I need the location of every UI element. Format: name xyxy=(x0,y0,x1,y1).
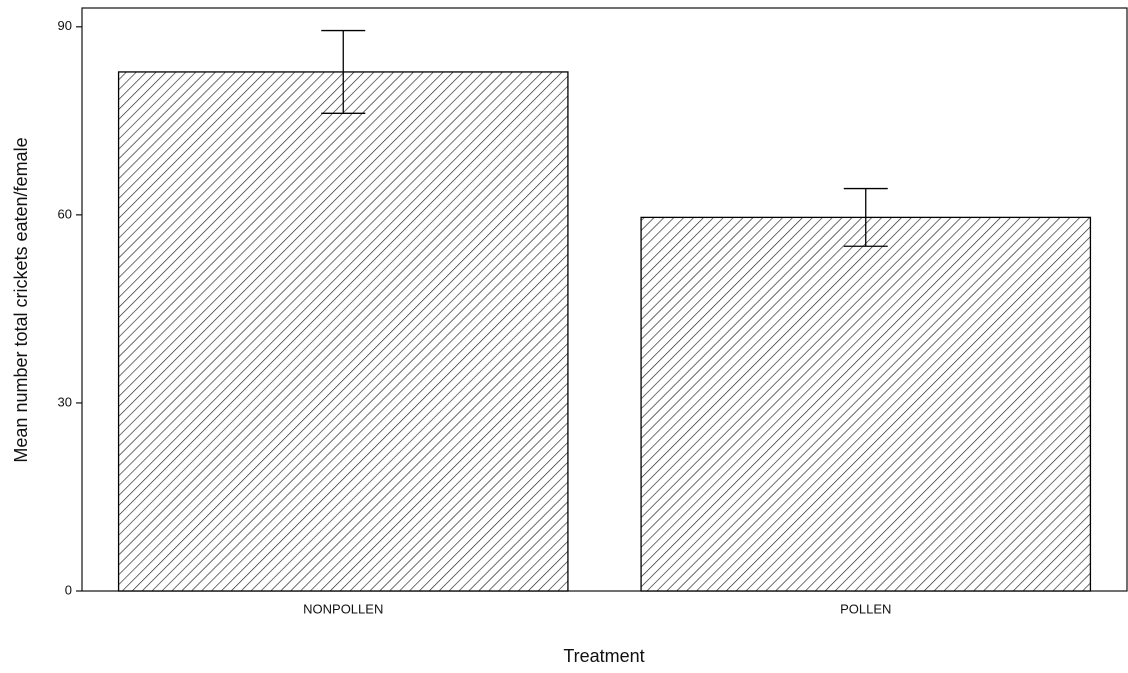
x-tick-label: NONPOLLEN xyxy=(303,601,383,616)
y-axis-title: Mean number total crickets eaten/female xyxy=(11,137,31,462)
y-tick-label: 0 xyxy=(65,582,72,597)
y-tick-label: 60 xyxy=(58,206,72,221)
x-tick-label: POLLEN xyxy=(840,601,891,616)
error-bar xyxy=(843,187,888,247)
y-tick-label: 90 xyxy=(58,18,72,33)
x-axis-title: Treatment xyxy=(563,646,644,666)
bar xyxy=(640,216,1092,592)
error-bar xyxy=(321,29,366,114)
y-tick-label: 30 xyxy=(58,394,72,409)
bar xyxy=(117,71,569,592)
plot-frame xyxy=(81,7,1128,592)
